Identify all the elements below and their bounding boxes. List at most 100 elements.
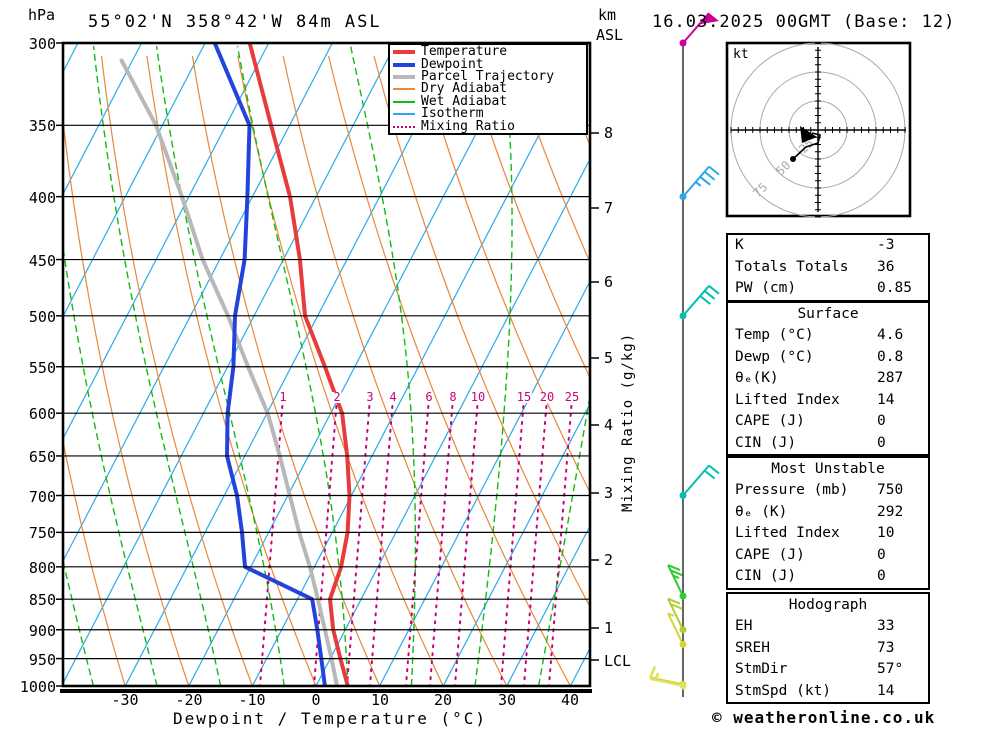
table-row-value: 0: [877, 546, 886, 563]
mixing-ratio-label: 3: [365, 390, 375, 404]
dewpoint-trace: [212, 43, 327, 686]
table-row-value: 4.6: [877, 327, 904, 343]
table-row-value: 10: [877, 525, 895, 541]
background-line-families: [63, 43, 1000, 686]
legend-item-label: Wet Adiabat: [421, 93, 508, 109]
legend-row: Parcel Trajectory: [393, 68, 586, 84]
legend-row: Dry Adiabat: [393, 81, 586, 97]
table-row-value: 292: [877, 503, 904, 520]
table-section-header: Most Unstable: [771, 461, 885, 477]
pressure-label: 950: [28, 651, 56, 669]
parcel-trajectory-swatch-line: [393, 74, 415, 79]
mixing-ratio-line: [547, 405, 573, 686]
table-row-value: 36: [877, 258, 895, 275]
dewpoint-swatch-line: [393, 62, 415, 67]
legend-item-label: Temperature: [421, 44, 508, 60]
storm-motion-arrow: [800, 126, 817, 143]
km-asl-label: 7: [604, 199, 614, 217]
isotherm-line: [251, 43, 588, 686]
table-row-value: 14: [877, 391, 895, 408]
km-axis-unit: km: [598, 6, 617, 24]
temperature-tick-label: 40: [560, 691, 580, 709]
legend-row: Isotherm: [393, 107, 586, 120]
table-row: CAPE (J) 0: [728, 411, 928, 433]
dry-adiabat-line: [509, 55, 590, 264]
table-section: Hodograph EH 33 SREH 73 StmDir 57° StmSpd (kt) 1…: [726, 592, 930, 704]
wind-barb-icon: [667, 564, 687, 600]
mixing-ratio-label: 4: [388, 390, 398, 404]
wind-barb-icon: [679, 285, 720, 320]
isotherm-line: [188, 43, 524, 686]
mixing-ratio-label: 25: [563, 390, 581, 404]
table-row-label: Pressure (mb): [735, 482, 849, 498]
dry-adiabat-line: [373, 55, 590, 608]
isotherm-line: [124, 43, 461, 686]
mixing-ratio-line: [453, 405, 479, 686]
table-row-label: SREH: [735, 639, 770, 656]
isotherm-line: [63, 43, 143, 196]
wet-adiabat-line: [92, 45, 222, 686]
table-row-value: 33: [877, 618, 895, 634]
legend-row: Dewpoint: [393, 58, 586, 71]
table-row-value: 57°: [877, 661, 904, 677]
table-row: EH 33: [728, 616, 928, 638]
parcel-trajectory-trace: [119, 58, 339, 686]
wet-adiabat-line: [474, 45, 513, 686]
table-row-label: Temp (°C): [735, 327, 814, 343]
dry-adiabat-line: [100, 55, 253, 686]
pressure-label: 300: [28, 35, 56, 53]
isotherm-line: [506, 524, 590, 686]
table-row-label: Dewp (°C): [735, 348, 814, 365]
table-row: Dewp (°C) 0.8: [728, 347, 928, 369]
page-title: 55°02'N 358°42'W 84m ASL: [88, 12, 382, 32]
pressure-label: 500: [28, 308, 56, 326]
table-row-label: StmDir: [735, 661, 788, 677]
table-row-label: θₑ (K): [735, 503, 788, 520]
table-row: StmSpd (kt) 14: [728, 681, 928, 703]
table-row: Temp (°C) 4.6: [728, 325, 928, 347]
isotherm-line: [63, 43, 206, 318]
dry-adiabat-line: [328, 55, 571, 686]
table-row-value: 0.85: [877, 280, 912, 296]
table-row-value: 14: [877, 682, 895, 699]
table-row-label: θₑ(K): [735, 370, 779, 386]
km-asl-label: 8: [604, 124, 614, 142]
legend-item-label: Parcel Trajectory: [421, 68, 555, 84]
table-row-label: CAPE (J): [735, 413, 805, 429]
table-row: CIN (J) 0: [728, 566, 928, 588]
hodograph-trace: [792, 132, 821, 160]
table-row-value: 0: [877, 434, 886, 451]
wind-barb-icon: [667, 597, 687, 634]
x-axis-title: Dewpoint / Temperature (°C): [172, 709, 488, 728]
table-row-label: CIN (J): [735, 568, 797, 584]
table-row: Lifted Index 14: [728, 390, 928, 412]
mixing-ratio-line: [428, 405, 454, 686]
wet-adiabat-line: [920, 46, 1000, 686]
table-row-label: EH: [735, 618, 753, 634]
table-row-label: StmSpd (kt): [735, 682, 832, 699]
table-row-value: 0.8: [877, 348, 904, 365]
mixing-ratio-label: 10: [469, 390, 487, 404]
dry-adiabat-line: [282, 55, 508, 686]
isotherm-line: [63, 43, 397, 685]
mixing-ratio-line: [522, 405, 548, 686]
pressure-label: 450: [28, 252, 56, 270]
wind-barb-icon: [679, 165, 720, 201]
mixing-ratio-label: 8: [448, 390, 458, 404]
dry-adiabat-line: [63, 115, 190, 686]
hodograph-unit-label: kt: [733, 47, 749, 62]
pressure-label: 800: [28, 559, 56, 577]
table-row-label: CIN (J): [735, 434, 797, 451]
km-asl-label: 3: [604, 484, 614, 502]
pressure-label: 550: [28, 359, 56, 377]
table-row-label: Totals Totals: [735, 258, 849, 275]
table-row: StmDir 57°: [728, 659, 928, 681]
wet-adiabat-swatch-line: [393, 100, 415, 103]
legend-item-label: Dry Adiabat: [421, 81, 508, 97]
km-asl-label: 5: [604, 349, 614, 367]
isotherm-line: [442, 402, 590, 686]
isotherm-swatch-line: [393, 113, 415, 116]
mixing-ratio-label: 2: [332, 390, 342, 404]
